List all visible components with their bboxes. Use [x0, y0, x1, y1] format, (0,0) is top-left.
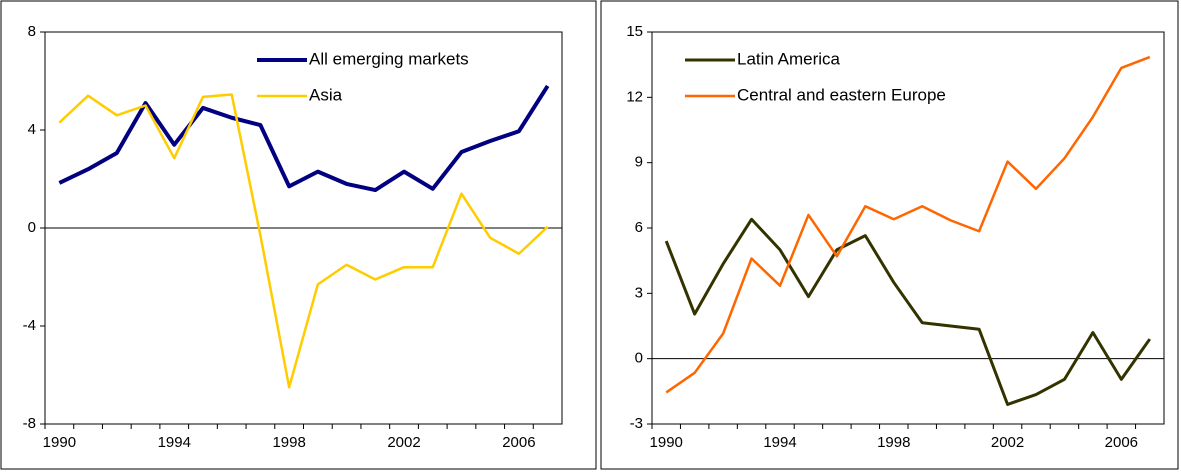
y-tick-label: 12	[626, 88, 643, 105]
legend-label: Central and eastern Europe	[737, 85, 946, 104]
y-tick-label: 8	[28, 23, 36, 40]
x-tick-label: 2006	[1105, 434, 1138, 451]
x-tick-label: 2006	[502, 434, 535, 451]
panel-frame	[600, 0, 1179, 470]
x-tick-label: 1990	[650, 434, 683, 451]
y-tick-label: 4	[28, 121, 36, 138]
series-line	[664, 217, 1152, 406]
x-tick-label: 2002	[991, 434, 1024, 451]
panel-frame	[0, 0, 597, 470]
legend-label: Asia	[309, 85, 343, 104]
series-line	[665, 55, 1151, 394]
y-tick-label: 9	[635, 154, 643, 171]
x-tick-label: 1998	[272, 434, 305, 451]
y-tick-label: -3	[630, 415, 643, 432]
y-tick-label: 0	[28, 219, 36, 236]
x-tick-label: 1994	[763, 434, 796, 451]
y-tick-label: -8	[23, 415, 36, 432]
y-tick-label: 6	[635, 219, 643, 236]
legend-label: All emerging markets	[309, 49, 469, 68]
legend-label: Latin America	[737, 49, 841, 68]
y-tick-label: 3	[635, 284, 643, 301]
series-line	[58, 84, 550, 193]
x-tick-label: 1990	[43, 434, 76, 451]
y-tick-label: 15	[626, 23, 643, 40]
x-tick-label: 2002	[387, 434, 420, 451]
y-tick-label: -4	[23, 317, 36, 334]
y-tick-label: 0	[635, 350, 643, 367]
x-tick-label: 1994	[158, 434, 191, 451]
x-tick-label: 1998	[877, 434, 910, 451]
series-line	[58, 93, 549, 389]
